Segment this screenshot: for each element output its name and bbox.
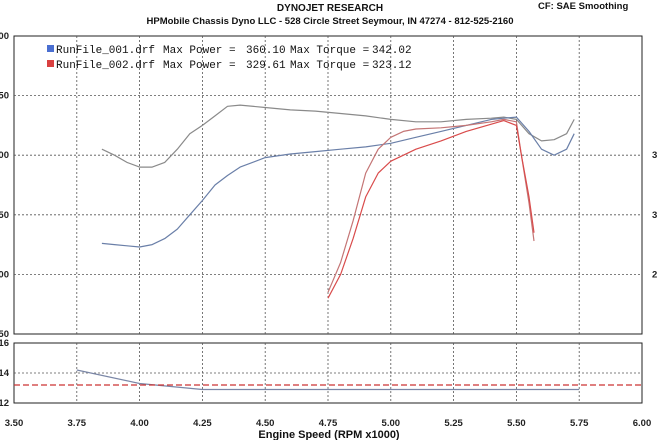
tick-labels: 3.50 3.75 4.00 4.25 4.50 4.75 5.00 5.25 5.50 5.75… [0, 31, 657, 429]
y-tick-label: 350 [0, 91, 9, 102]
y-tick-label: 400 [0, 31, 9, 42]
y-tick-label: 250 [0, 210, 9, 221]
x-tick-label: 5.25 [444, 418, 463, 429]
x-axis-label: Engine Speed (RPM x1000) [258, 429, 400, 440]
x-tick-label: 5.75 [570, 418, 589, 429]
legend-run1-torque: 342.02 [372, 45, 412, 57]
x-tick-label: 4.00 [130, 418, 149, 429]
x-tick-label: 4.50 [256, 418, 275, 429]
afr-y-tick-label: 14 [0, 368, 10, 379]
series-line-2 [101, 116, 575, 248]
right-tick-label: 3 [652, 150, 657, 161]
afr-y-tick-label: 16 [0, 338, 9, 349]
y-tick-label: 150 [0, 329, 9, 340]
series-layer [14, 104, 642, 391]
chart-subtitle: HPMobile Chassis Dyno LLC - 528 Circle S… [146, 16, 514, 27]
afr-y-tick-label: 12 [0, 398, 9, 409]
legend-run2-power-label: Max Power = [163, 60, 236, 72]
legend-run1-name: RunFile_001.drf [56, 45, 155, 57]
series-line-4 [327, 119, 535, 299]
grid [14, 36, 642, 403]
legend: RunFile_001.drf Max Power = 360.10 Max T… [47, 45, 412, 72]
x-tick-label: 4.75 [319, 418, 338, 429]
x-tick-label: 6.00 [633, 418, 652, 429]
legend-swatch-run2 [47, 60, 54, 67]
legend-run1-power: 360.10 [246, 45, 286, 57]
right-tick-label: 2 [652, 269, 657, 280]
y-tick-label: 300 [0, 150, 9, 161]
x-tick-label: 3.75 [68, 418, 87, 429]
legend-run2-torque: 323.12 [372, 60, 412, 72]
x-tick-label: 4.25 [193, 418, 212, 429]
legend-run1-power-label: Max Power = [163, 45, 236, 57]
x-tick-label: 5.00 [382, 418, 401, 429]
legend-run2-power: 329.61 [246, 60, 286, 72]
series-line-1 [101, 104, 575, 168]
legend-run2-torque-label: Max Torque = [290, 60, 369, 72]
y-tick-label: 200 [0, 269, 9, 280]
legend-swatch-run1 [47, 45, 54, 52]
legend-run1-torque-label: Max Torque = [290, 45, 369, 57]
x-tick-label: 5.50 [507, 418, 526, 429]
legend-run2-name: RunFile_002.drf [56, 60, 155, 72]
chart-title: DYNOJET RESEARCH [276, 3, 384, 14]
right-tick-label: 3 [652, 210, 657, 221]
correction-factor-label: CF: SAE Smoothing [538, 1, 629, 12]
x-tick-label: 3.50 [5, 418, 24, 429]
